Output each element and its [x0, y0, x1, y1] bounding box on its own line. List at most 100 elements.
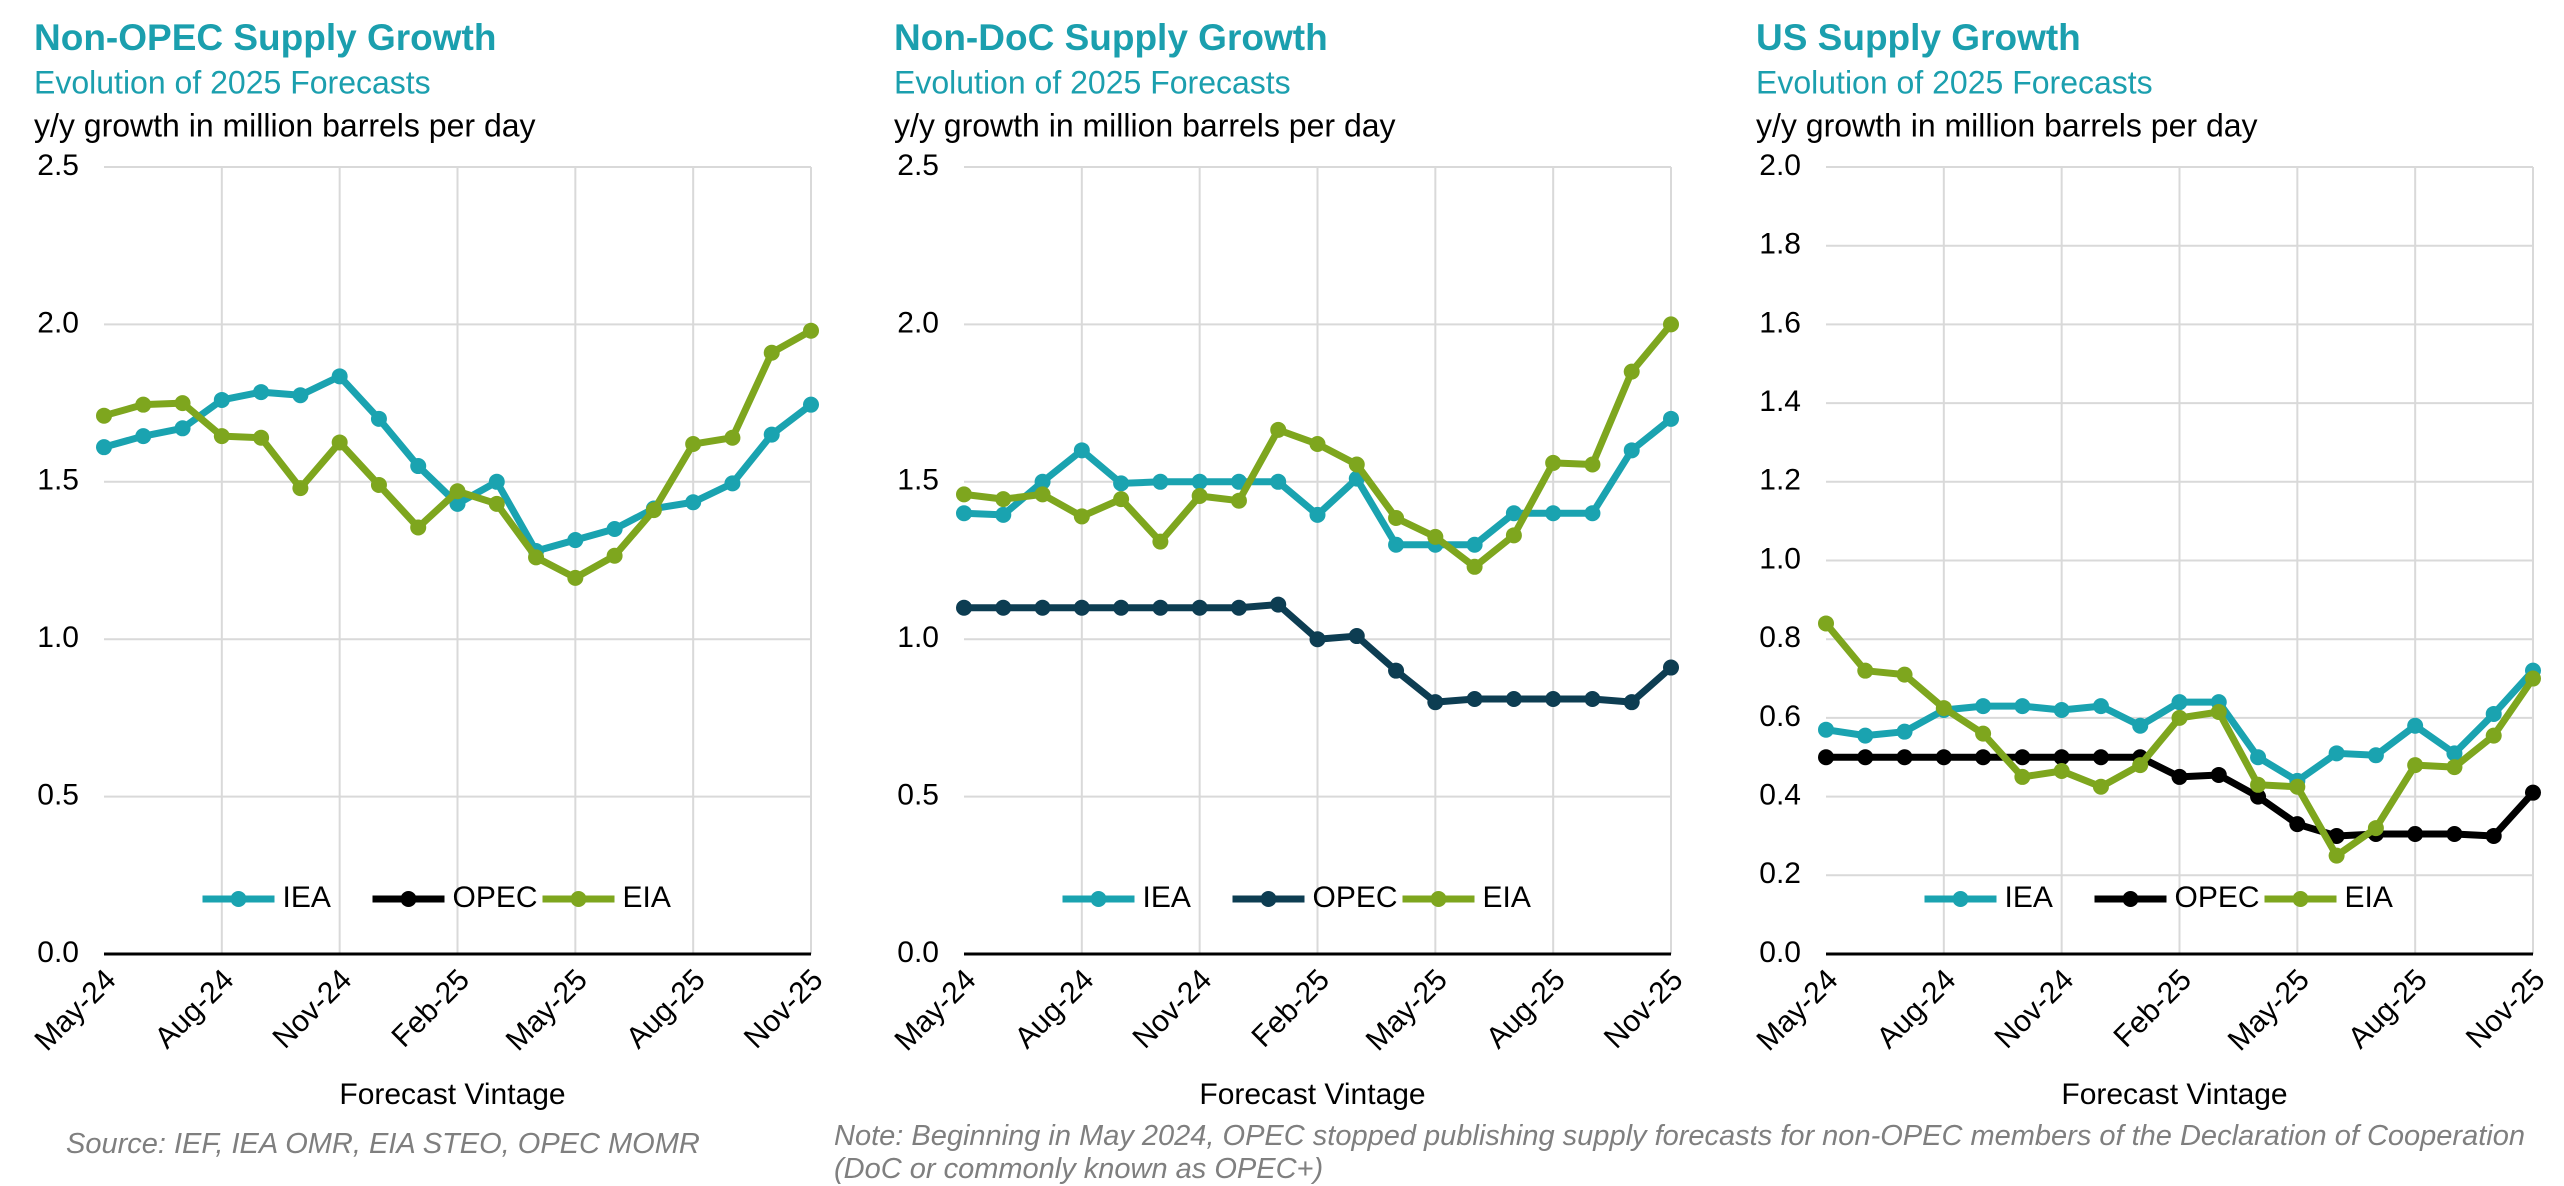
data-point [1152, 533, 1169, 550]
y-tick-label: 1.0 [897, 621, 939, 654]
y-tick-label: 0.4 [1759, 779, 1801, 812]
data-point [724, 429, 741, 446]
data-point [1545, 454, 1562, 471]
data-point [1270, 421, 1287, 438]
data-point [1935, 700, 1952, 717]
data-point [2446, 745, 2463, 762]
y-tick-label: 2.0 [897, 306, 939, 339]
data-point [1152, 473, 1169, 490]
data-point [2289, 778, 2306, 795]
x-tick-label: Aug-25 [2342, 963, 2434, 1055]
y-tick-label: 0.2 [1759, 857, 1801, 890]
data-point [567, 532, 584, 549]
data-point [1505, 505, 1522, 522]
y-axis-label: y/y growth in million barrels per day [894, 107, 1396, 143]
y-tick-label: 1.5 [37, 464, 79, 497]
data-point [2250, 749, 2267, 766]
data-point [2250, 788, 2267, 805]
legend-marker [230, 891, 247, 907]
chart-subtitle: Evolution of 2025 Forecasts [34, 64, 431, 100]
data-point [2014, 749, 2031, 766]
legend-label: OPEC [1313, 881, 1398, 914]
data-point [2407, 825, 2424, 842]
x-tick-label: Nov-25 [738, 963, 830, 1055]
data-point [135, 428, 152, 445]
data-point [1152, 599, 1169, 616]
data-point [956, 505, 972, 522]
data-point [803, 396, 819, 413]
data-point [1113, 599, 1130, 616]
x-tick-label: Nov-25 [1598, 963, 1690, 1055]
data-point [2407, 717, 2424, 734]
legend-label: IEA [283, 881, 331, 914]
y-tick-label: 1.0 [37, 621, 79, 654]
data-point [2525, 670, 2541, 687]
legend-label: OPEC [453, 881, 538, 914]
data-point [96, 439, 112, 456]
data-point [567, 569, 584, 586]
data-point [1230, 492, 1247, 509]
data-point [803, 322, 819, 339]
legend-marker [2122, 891, 2139, 907]
x-tick-label: Nov-24 [1988, 963, 2080, 1055]
data-point [606, 521, 623, 538]
data-point [2328, 745, 2345, 762]
data-point [1230, 599, 1247, 616]
data-point [2171, 709, 2188, 726]
data-point [1466, 536, 1483, 553]
data-point [253, 384, 270, 401]
x-axis-label: Forecast Vintage [2061, 1078, 2287, 1111]
data-point [1857, 749, 1874, 766]
data-point [685, 436, 702, 453]
x-tick-label: Aug-25 [620, 963, 712, 1055]
chart-subtitle: Evolution of 2025 Forecasts [1756, 64, 2153, 100]
data-point [1896, 749, 1913, 766]
legend-marker [1090, 891, 1107, 907]
data-point [995, 506, 1012, 523]
data-point [2171, 694, 2188, 711]
data-point [1427, 694, 1444, 711]
x-axis-label: Forecast Vintage [1199, 1078, 1425, 1111]
y-tick-label: 0.8 [1759, 621, 1801, 654]
y-tick-label: 0.0 [1759, 936, 1801, 969]
data-point [2171, 768, 2188, 785]
data-point [1388, 510, 1405, 527]
legend-marker [400, 891, 417, 907]
data-point [135, 396, 152, 413]
x-tick-label: May-25 [2222, 963, 2316, 1057]
data-point [1663, 410, 1679, 427]
x-tick-label: Feb-25 [2107, 963, 2198, 1054]
data-point [1348, 628, 1365, 645]
data-point [1663, 316, 1679, 333]
source-note: Source: IEF, IEA OMR, EIA STEO, OPEC MOM… [66, 1128, 700, 1160]
data-point [1191, 473, 1208, 490]
data-point [1348, 456, 1365, 473]
chart-title: Non-OPEC Supply Growth [34, 17, 496, 58]
data-point [995, 491, 1012, 508]
data-point [685, 494, 702, 511]
data-point [292, 387, 309, 404]
data-point [1034, 473, 1051, 490]
y-tick-label: 1.0 [1759, 542, 1801, 575]
data-point [1505, 527, 1522, 544]
data-point [1818, 615, 1834, 632]
x-tick-label: Aug-24 [1009, 963, 1101, 1055]
x-tick-label: Nov-24 [266, 963, 358, 1055]
data-point [1975, 749, 1992, 766]
footnote: Note: Beginning in May 2024, OPEC stoppe… [834, 1120, 2525, 1185]
data-point [1545, 505, 1562, 522]
x-tick-label: May-25 [500, 963, 594, 1057]
legend-label: EIA [623, 881, 671, 914]
data-point [2367, 820, 2384, 837]
data-point [1309, 631, 1326, 648]
data-point [488, 495, 505, 512]
data-point [410, 519, 427, 536]
data-point [528, 549, 545, 566]
data-point [1388, 662, 1405, 679]
data-point [488, 473, 505, 490]
y-tick-label: 2.5 [37, 149, 79, 182]
data-point [331, 368, 348, 385]
data-point [1818, 721, 1834, 738]
